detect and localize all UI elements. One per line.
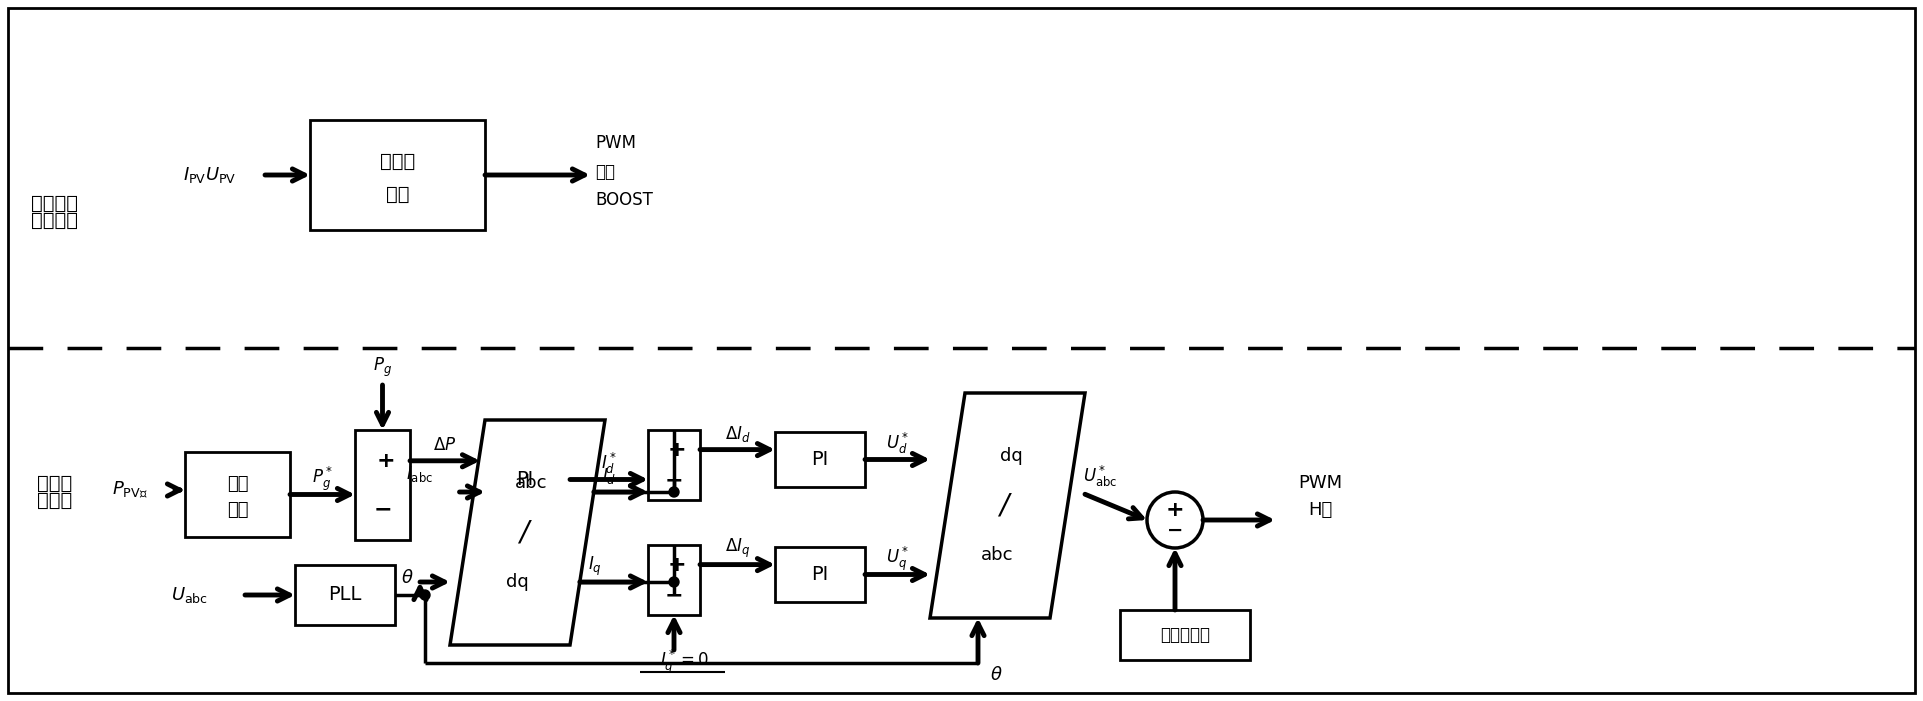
- Circle shape: [1146, 492, 1204, 548]
- Circle shape: [419, 590, 431, 600]
- Text: abc: abc: [515, 474, 548, 492]
- Bar: [648, 545, 700, 615]
- Text: $I_{\mathrm{abc}}$: $I_{\mathrm{abc}}$: [406, 464, 433, 484]
- Text: $U_{\mathrm{abc}}$: $U_{\mathrm{abc}}$: [171, 585, 208, 605]
- Circle shape: [669, 577, 679, 587]
- Text: 电路: 电路: [594, 163, 615, 181]
- Text: $U_q^*$: $U_q^*$: [887, 545, 910, 573]
- Text: 变控制: 变控制: [37, 473, 73, 493]
- Text: 并网逆: 并网逆: [37, 491, 73, 510]
- Text: −: −: [373, 499, 392, 519]
- Text: +: +: [1165, 501, 1185, 520]
- Text: $P_g^*$: $P_g^*$: [312, 464, 333, 493]
- Text: $P_g$: $P_g$: [373, 355, 392, 379]
- Text: 移相三角波: 移相三角波: [1160, 626, 1210, 644]
- Text: $I_q^*=0$: $I_q^*=0$: [660, 648, 708, 676]
- Circle shape: [669, 487, 679, 497]
- Text: 滤波: 滤波: [227, 501, 248, 519]
- Text: +: +: [667, 554, 687, 575]
- Bar: [310, 120, 485, 230]
- Text: PI: PI: [517, 470, 533, 489]
- Text: /: /: [519, 519, 529, 547]
- Text: PI: PI: [812, 565, 829, 584]
- Text: PWM: PWM: [1298, 474, 1342, 492]
- Text: BOOST: BOOST: [594, 191, 654, 209]
- Text: $\Delta I_q$: $\Delta I_q$: [725, 537, 750, 560]
- Text: PWM: PWM: [594, 134, 637, 152]
- Text: $I_d$: $I_d$: [602, 466, 615, 486]
- Text: /: /: [1000, 491, 1010, 519]
- Text: −: −: [1167, 521, 1183, 540]
- Bar: [481, 452, 569, 507]
- Text: +: +: [377, 451, 394, 471]
- Polygon shape: [931, 393, 1085, 618]
- Text: 最大功率: 最大功率: [31, 210, 79, 229]
- Text: dq: dq: [1000, 447, 1023, 465]
- Text: $I_q$: $I_q$: [588, 554, 602, 578]
- Bar: [648, 430, 700, 500]
- Bar: [775, 547, 865, 602]
- Text: $U_{\mathrm{abc}}^*$: $U_{\mathrm{abc}}^*$: [1083, 463, 1117, 489]
- Text: abc: abc: [981, 546, 1013, 564]
- Text: $\Delta P$: $\Delta P$: [433, 436, 456, 454]
- Bar: [185, 452, 290, 537]
- Bar: [356, 430, 410, 540]
- Text: $I_{\mathrm{PV}}U_{\mathrm{PV}}$: $I_{\mathrm{PV}}U_{\mathrm{PV}}$: [183, 165, 237, 185]
- Text: PLL: PLL: [329, 585, 362, 604]
- Text: −: −: [665, 585, 683, 606]
- Text: $U_d^*$: $U_d^*$: [887, 431, 910, 456]
- Bar: [775, 432, 865, 487]
- Text: 跟踪控制: 跟踪控制: [31, 193, 79, 212]
- Polygon shape: [450, 420, 606, 645]
- Text: dq: dq: [506, 573, 529, 591]
- Text: $\theta$: $\theta$: [990, 666, 1002, 684]
- Text: 察法: 察法: [387, 185, 410, 204]
- Text: +: +: [667, 440, 687, 460]
- Bar: [1119, 610, 1250, 660]
- Text: $\theta$: $\theta$: [402, 569, 413, 587]
- Text: H桥: H桥: [1308, 501, 1333, 519]
- Bar: [294, 565, 394, 625]
- Text: PI: PI: [812, 450, 829, 469]
- Text: $\Delta I_d$: $\Delta I_d$: [725, 423, 750, 444]
- Text: 低通: 低通: [227, 475, 248, 494]
- Text: −: −: [665, 470, 683, 491]
- Text: $I_d^*$: $I_d^*$: [602, 451, 617, 476]
- Text: $P_{\mathrm{PV总}}$: $P_{\mathrm{PV总}}$: [112, 479, 148, 501]
- Text: 扰动观: 扰动观: [381, 152, 415, 171]
